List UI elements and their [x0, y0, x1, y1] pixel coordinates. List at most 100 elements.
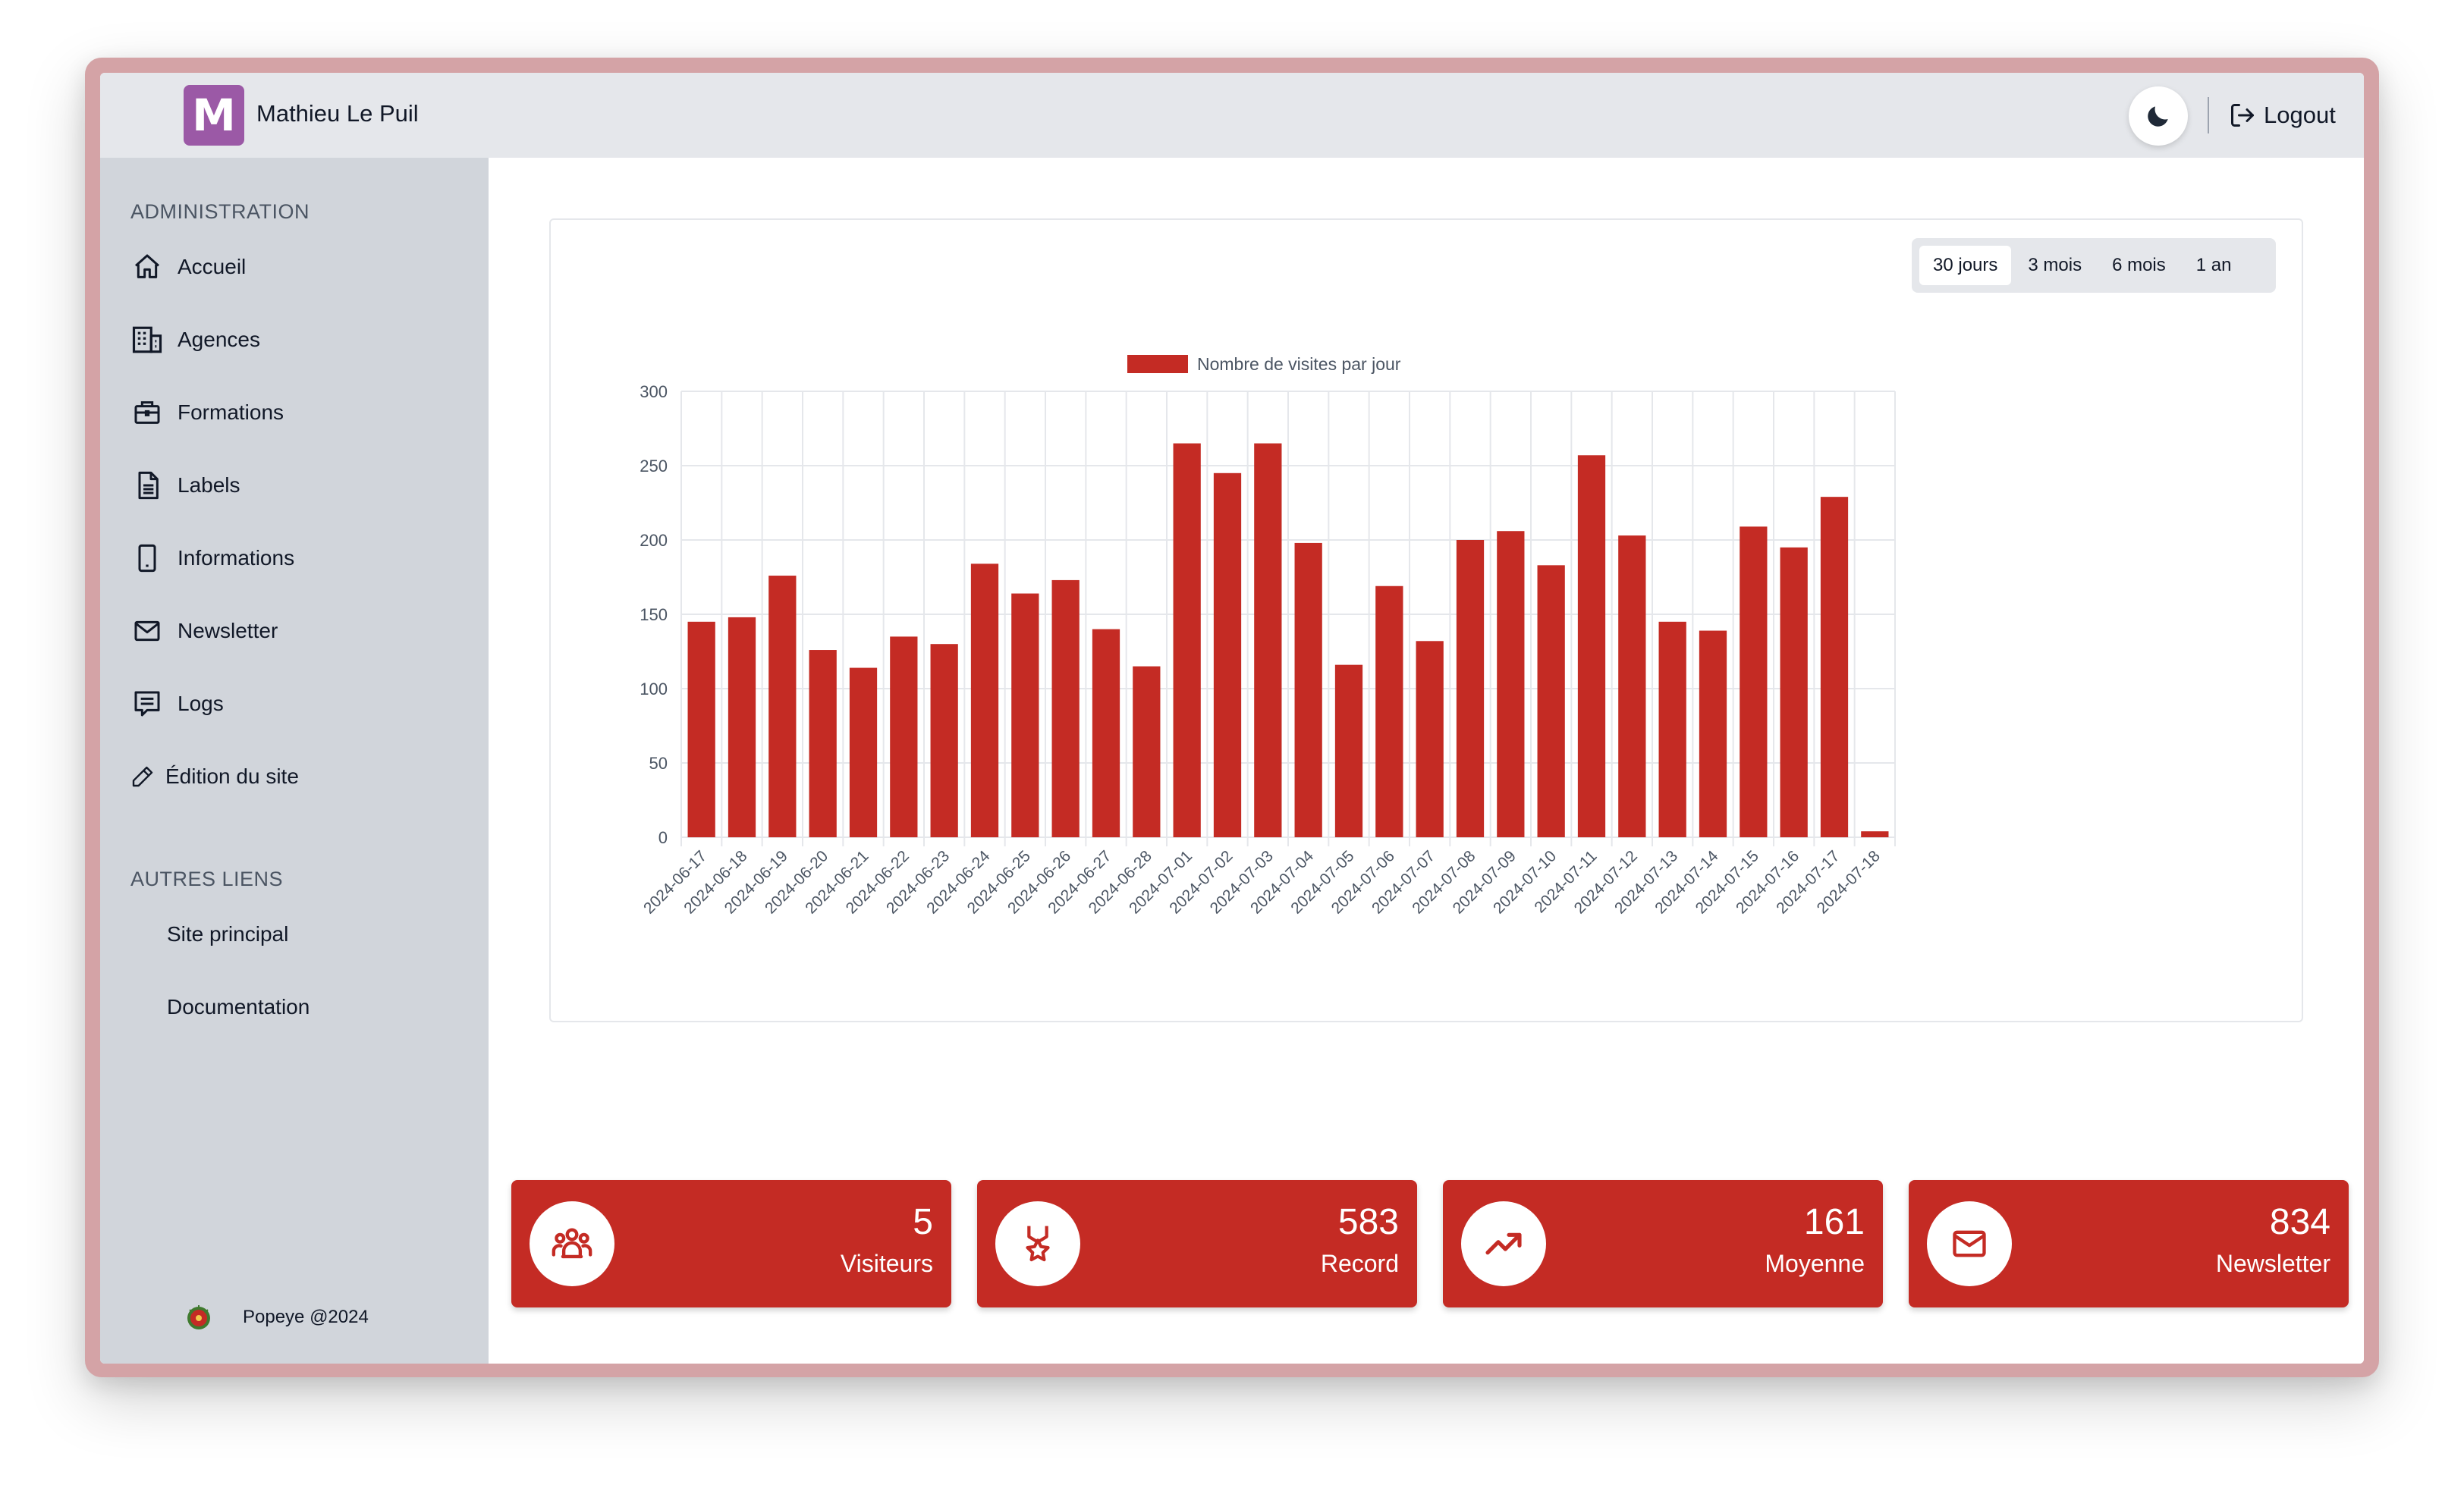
sidebar-item-label: Édition du site	[165, 764, 299, 788]
phone-icon	[130, 541, 164, 575]
bar	[768, 576, 797, 837]
bar	[687, 621, 715, 837]
sidebar-link-label: Site principal	[167, 922, 289, 946]
sidebar-footer: Popeye @2024	[184, 1298, 369, 1336]
sidebar-item-label: Logs	[178, 692, 224, 715]
bar	[1456, 540, 1485, 837]
bar	[1294, 542, 1322, 837]
legend-label: Nombre de visites par jour	[1197, 354, 1401, 374]
stat-label: Visiteurs	[840, 1250, 933, 1277]
stat-value: 5	[913, 1202, 933, 1242]
bar	[1334, 664, 1363, 837]
bar	[970, 563, 999, 837]
mail-icon	[1927, 1201, 2012, 1286]
sidebar-item-informations[interactable]: Informations	[130, 540, 294, 576]
logout-label: Logout	[2264, 102, 2336, 128]
bar	[1537, 565, 1565, 837]
stat-label: Moyenne	[1765, 1250, 1865, 1277]
range-selector: 30 jours 3 mois 6 mois 1 an	[1912, 238, 2276, 293]
stat-card-moyenne: 161 Moyenne	[1443, 1180, 1883, 1307]
bar	[809, 650, 837, 837]
home-icon	[130, 250, 164, 284]
theme-toggle-button[interactable]	[2129, 86, 2188, 146]
stat-value: 583	[1337, 1202, 1399, 1242]
briefcase-icon	[130, 396, 164, 429]
top-bar: M Mathieu Le Puil Logout	[100, 73, 2364, 158]
emblem-icon	[187, 1305, 210, 1329]
stat-label: Record	[1320, 1250, 1399, 1277]
sidebar-item-label: Formations	[178, 400, 284, 424]
sidebar-link-site-principal[interactable]: Site principal	[167, 916, 288, 953]
bar	[890, 636, 918, 837]
bar	[1173, 443, 1201, 837]
bar	[1092, 629, 1120, 837]
bar	[1051, 579, 1080, 837]
y-tick-label: 250	[640, 457, 668, 476]
legend-swatch	[1127, 355, 1188, 373]
moon-icon	[2148, 106, 2168, 127]
sidebar-item-label: Accueil	[178, 255, 247, 278]
pencil-icon	[130, 760, 155, 793]
sidebar-item-logs[interactable]: Logs	[130, 686, 224, 722]
section-title-autres-liens: AUTRES LIENS	[130, 868, 284, 890]
chart-card: 30 jours 3 mois 6 mois 1 an 0 50 100 150 200…	[549, 218, 2303, 1022]
logout-icon	[2231, 104, 2254, 127]
sidebar: ADMINISTRATION Accueil Agences Formation…	[100, 158, 489, 1364]
bar	[1213, 472, 1242, 837]
header-divider	[2208, 97, 2209, 133]
bar	[1780, 547, 1808, 837]
bar	[1416, 641, 1444, 837]
sidebar-item-agences[interactable]: Agences	[130, 322, 260, 358]
sidebar-item-newsletter[interactable]: Newsletter	[130, 613, 278, 649]
bar	[1375, 585, 1403, 837]
sidebar-item-label: Newsletter	[178, 619, 278, 642]
footer-copyright: Popeye @2024	[243, 1307, 369, 1327]
range-button-3-mois[interactable]: 3 mois	[2028, 255, 2082, 275]
stat-value: 834	[2269, 1202, 2330, 1242]
bar	[1577, 455, 1606, 837]
bar	[1820, 497, 1849, 837]
sidebar-link-label: Documentation	[167, 995, 310, 1019]
bar	[1658, 621, 1686, 837]
sidebar-item-edition[interactable]: Édition du site	[130, 758, 299, 795]
app-logo[interactable]: M	[184, 85, 244, 146]
mail-icon	[130, 614, 164, 648]
message-icon	[130, 687, 164, 720]
stat-card-visiteurs: 5 Visiteurs	[511, 1180, 951, 1307]
bar	[1861, 831, 1889, 837]
sidebar-item-label: Informations	[178, 546, 295, 570]
stat-label: Newsletter	[2215, 1250, 2330, 1277]
y-tick-label: 200	[640, 531, 668, 550]
trending-up-icon	[1461, 1201, 1546, 1286]
range-button-6-mois[interactable]: 6 mois	[2112, 255, 2166, 275]
bar	[849, 667, 878, 837]
section-title-administration: ADMINISTRATION	[130, 200, 310, 223]
bar	[1497, 531, 1525, 837]
y-tick-label: 150	[640, 605, 668, 624]
sidebar-item-formations[interactable]: Formations	[130, 394, 284, 431]
sidebar-item-label: Agences	[178, 328, 260, 351]
bar	[1618, 535, 1646, 837]
stat-value: 161	[1803, 1202, 1865, 1242]
sidebar-link-documentation[interactable]: Documentation	[167, 989, 310, 1025]
users-icon	[530, 1201, 614, 1286]
bar	[930, 644, 958, 837]
sidebar-item-accueil[interactable]: Accueil	[130, 249, 246, 285]
sidebar-item-labels[interactable]: Labels	[130, 467, 240, 504]
award-icon	[995, 1201, 1080, 1286]
y-tick-label: 100	[640, 680, 668, 698]
username: Mathieu Le Puil	[256, 100, 419, 127]
logout-button[interactable]: Logout	[2229, 97, 2336, 133]
main-content: 30 jours 3 mois 6 mois 1 an 0 50 100 150 200…	[489, 158, 2364, 1364]
y-tick-label: 50	[649, 754, 668, 773]
bar	[1740, 526, 1768, 837]
y-tick-label: 300	[640, 382, 668, 401]
range-button-30-jours[interactable]: 30 jours	[1919, 246, 2012, 285]
bar	[1133, 666, 1161, 837]
stat-card-record: 583 Record	[977, 1180, 1417, 1307]
building-icon	[130, 323, 164, 356]
bar	[728, 617, 756, 837]
bar	[1699, 630, 1727, 837]
document-icon	[130, 469, 164, 502]
range-button-1-an[interactable]: 1 an	[2195, 255, 2232, 275]
